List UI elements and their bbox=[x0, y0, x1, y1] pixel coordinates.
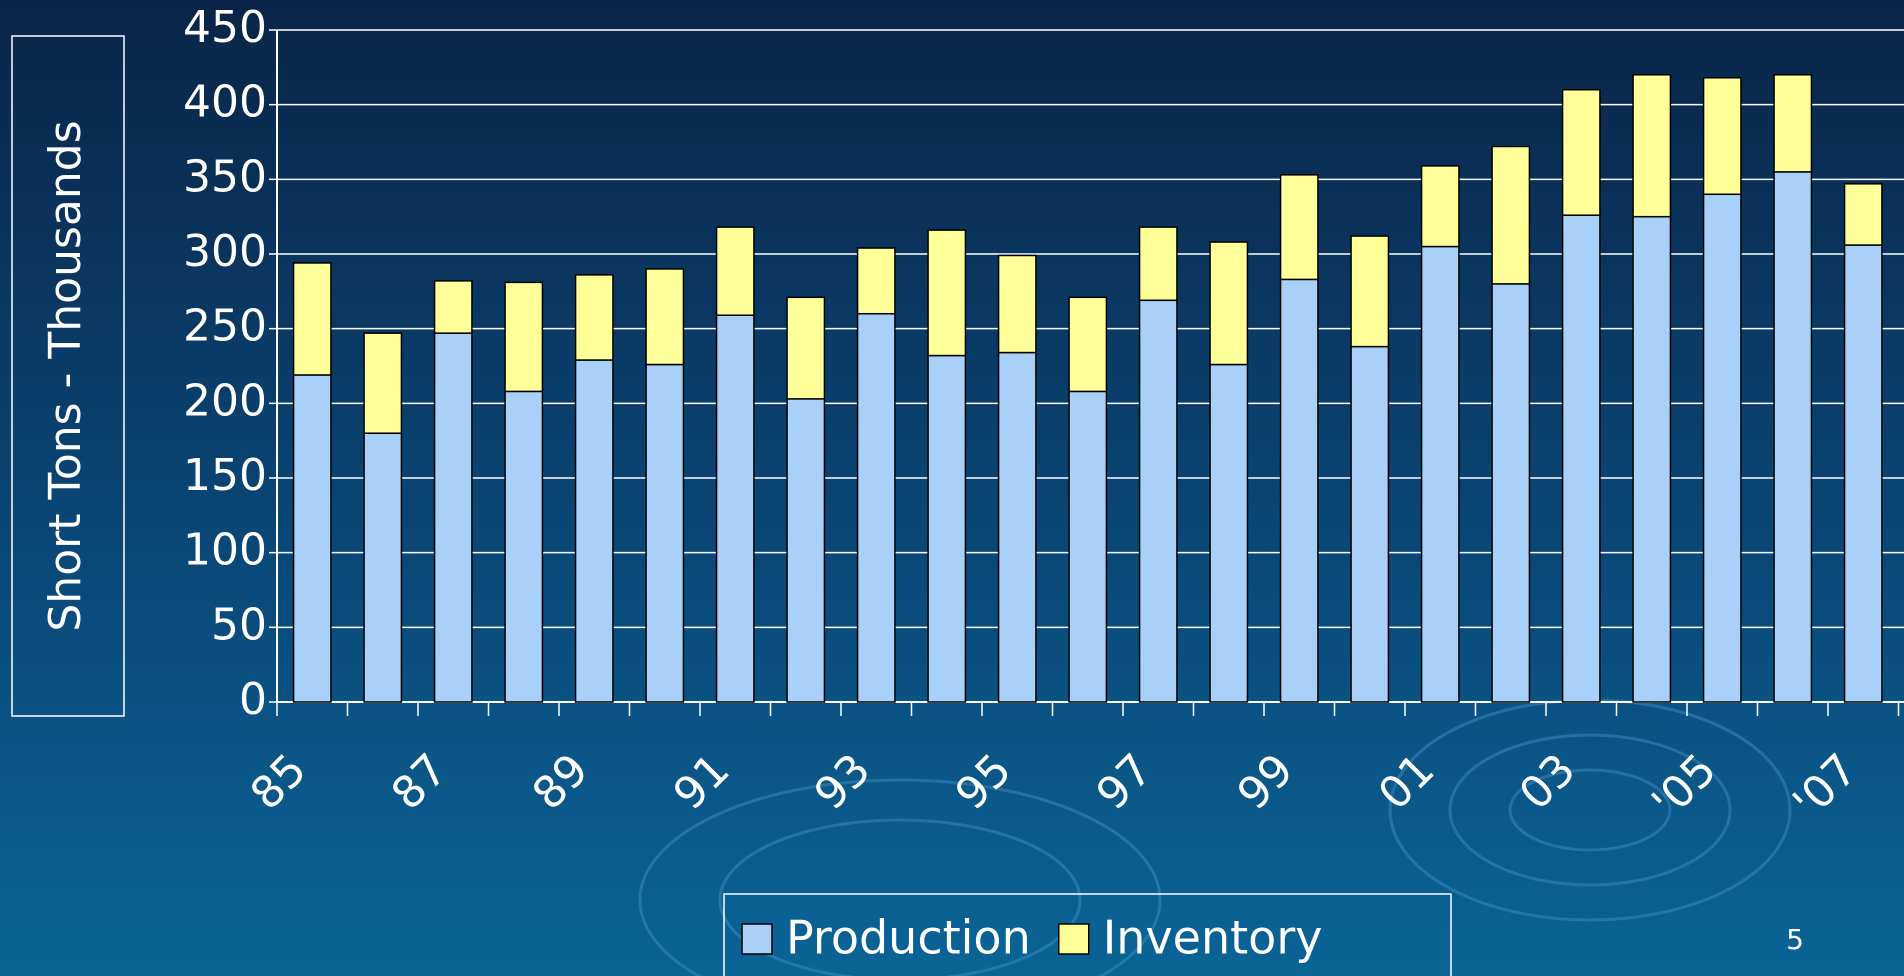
bar-segment bbox=[1702, 193, 1742, 703]
bar-segment bbox=[363, 332, 403, 434]
bar-segment bbox=[1420, 165, 1460, 248]
bar-segment bbox=[1773, 74, 1813, 173]
bar-segment bbox=[1138, 299, 1178, 703]
bar-segment bbox=[645, 363, 685, 703]
bar-segment bbox=[363, 432, 403, 703]
legend-label: Production bbox=[786, 911, 1031, 965]
y-tick-label: 150 bbox=[183, 450, 267, 501]
bar-segment bbox=[786, 398, 826, 703]
y-tick-label: 250 bbox=[183, 301, 267, 352]
legend-swatch bbox=[1057, 923, 1090, 955]
bar-segment bbox=[1068, 390, 1108, 703]
page-number: 5 bbox=[1786, 923, 1804, 956]
bar-segment bbox=[1350, 345, 1390, 703]
bar-segment bbox=[1138, 226, 1178, 302]
bar-segment bbox=[1843, 183, 1883, 246]
bar-segment bbox=[574, 274, 614, 361]
bar-segment bbox=[1773, 171, 1813, 703]
y-tick-label: 400 bbox=[183, 77, 267, 128]
bar-segment bbox=[856, 312, 896, 703]
bar-segment bbox=[1279, 278, 1319, 703]
bar-segment bbox=[1068, 296, 1108, 393]
bar-segment bbox=[574, 359, 614, 703]
bar-segment bbox=[1632, 215, 1672, 703]
bar-segment bbox=[1561, 214, 1601, 703]
bar-segment bbox=[433, 280, 473, 334]
bar-segment bbox=[1209, 363, 1249, 703]
bar-segment bbox=[1491, 145, 1531, 285]
y-tick-label: 300 bbox=[183, 226, 267, 277]
y-axis-label: Short Tons - Thousands bbox=[40, 120, 91, 631]
bar-segment bbox=[927, 354, 967, 703]
bar-segment bbox=[433, 332, 473, 703]
bar-segment bbox=[715, 226, 755, 316]
bar-segment bbox=[504, 390, 544, 703]
bar-segment bbox=[504, 281, 544, 393]
bar-segment bbox=[997, 351, 1037, 703]
legend-box bbox=[723, 893, 1452, 976]
bar-segment bbox=[1843, 244, 1883, 703]
legend-swatch bbox=[741, 923, 773, 955]
y-tick-label: 50 bbox=[211, 599, 267, 650]
bar-segment bbox=[786, 296, 826, 400]
bar-segment bbox=[1491, 283, 1531, 703]
bar-segment bbox=[292, 374, 332, 703]
y-tick-label: 200 bbox=[183, 375, 267, 426]
bar-segment bbox=[715, 314, 755, 703]
bar-segment bbox=[292, 262, 332, 376]
bar-segment bbox=[1350, 235, 1390, 348]
bar-segment bbox=[1702, 77, 1742, 196]
y-tick-label: 350 bbox=[183, 151, 267, 202]
bar-segment bbox=[645, 268, 685, 366]
bar-segment bbox=[1632, 74, 1672, 218]
bar-segment bbox=[856, 247, 896, 315]
bar-segment bbox=[927, 229, 967, 357]
y-tick-label: 100 bbox=[183, 525, 267, 576]
bar-segment bbox=[997, 254, 1037, 354]
y-label-box bbox=[11, 35, 125, 717]
bar-segment bbox=[1209, 241, 1249, 366]
bar-segment bbox=[1561, 88, 1601, 216]
legend-label: Inventory bbox=[1103, 911, 1323, 965]
bar-segment bbox=[1279, 174, 1319, 281]
bar-segment bbox=[1420, 245, 1460, 703]
y-tick-label: 0 bbox=[239, 674, 267, 725]
y-tick-label: 450 bbox=[183, 2, 267, 53]
